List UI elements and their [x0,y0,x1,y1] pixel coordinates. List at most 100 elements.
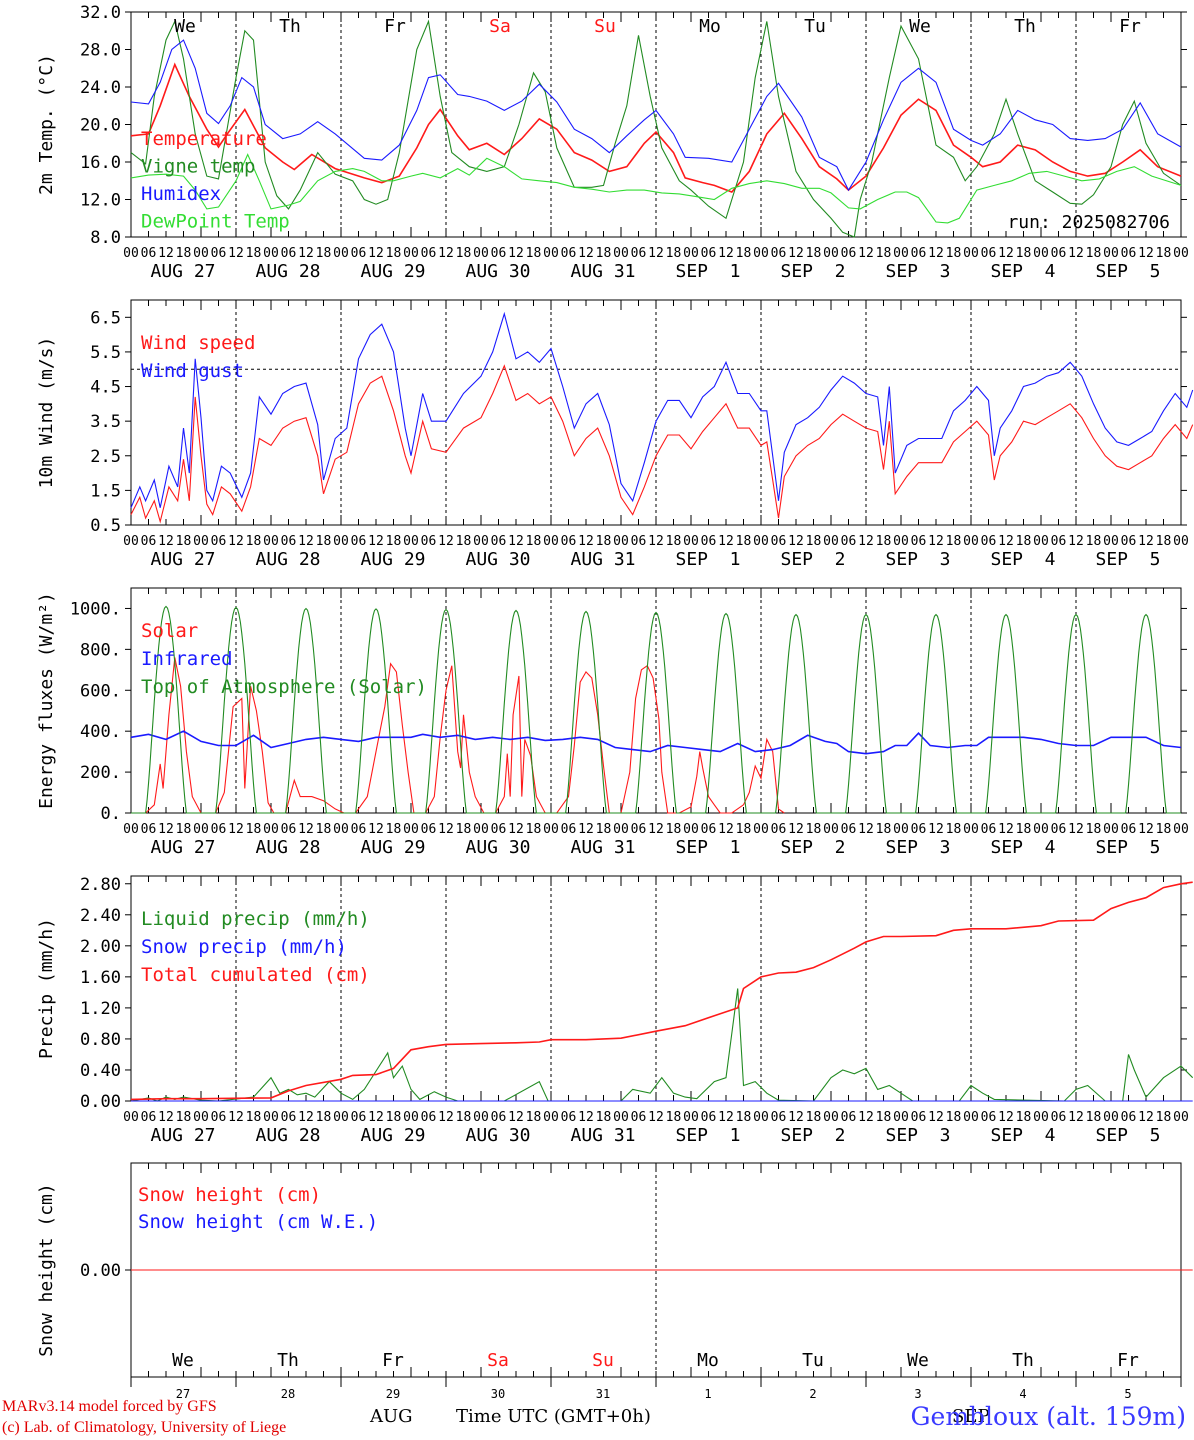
hour-tick-label: 00 [963,822,979,837]
hour-tick-label: 06 [981,534,997,549]
legend-entry: Wind gust [141,360,244,382]
weekday-label: Fr [1117,1350,1139,1371]
hour-tick-label: 18 [1156,246,1172,261]
series-line [130,311,1194,508]
hour-tick-label: 12 [298,1110,314,1125]
hour-tick-label: 06 [981,822,997,837]
hour-tick-label: 06 [701,1110,717,1125]
series-line [130,988,1194,1102]
series-line [130,881,1193,1101]
hour-tick-label: 06 [421,1110,437,1125]
hour-tick-label: 00 [333,246,349,261]
hour-tick-label: 18 [946,246,962,261]
month-label: AUG [370,1406,413,1427]
date-label: SEP 4 [990,261,1055,282]
hour-tick-label: 00 [683,1110,699,1125]
hour-tick-label: 00 [1173,246,1189,261]
hour-tick-label: 12 [228,534,244,549]
hour-tick-label: 12 [438,534,454,549]
weekday-label: Fr [1119,16,1141,37]
hour-tick-label: 12 [998,246,1014,261]
hour-tick-label: 06 [841,1110,857,1125]
weekday-label: Th [277,1350,299,1371]
hour-tick-label: 06 [1051,822,1067,837]
day-number-label: 31 [596,1387,610,1401]
hour-tick-label: 00 [473,1110,489,1125]
hour-tick-label: 00 [613,534,629,549]
weekday-label: We [907,1350,929,1371]
hour-tick-label: 12 [648,246,664,261]
date-label: AUG 30 [465,1125,530,1146]
hour-tick-label: 12 [858,534,874,549]
hour-tick-label: 18 [1156,1110,1172,1125]
series-line [130,39,1182,192]
y-tick-label: 2.5 [90,447,121,467]
hour-tick-label: 12 [788,534,804,549]
hour-tick-label: 12 [788,1110,804,1125]
y-tick-label: 8.0 [90,228,121,248]
hour-tick-label: 18 [1086,822,1102,837]
legend-entry: Wind speed [141,332,255,354]
hour-tick-label: 18 [806,246,822,261]
hour-tick-label: 00 [1033,1110,1049,1125]
next-month-label: SEP [952,1406,990,1427]
hour-tick-label: 12 [298,534,314,549]
date-label: AUG 31 [570,1125,635,1146]
hour-tick-label: 00 [753,246,769,261]
hour-tick-label: 18 [1016,822,1032,837]
y-tick-label: 24.0 [80,78,121,98]
hour-tick-label: 00 [543,1110,559,1125]
date-label: SEP 5 [1095,549,1160,570]
hour-tick-label: 12 [1068,246,1084,261]
hour-tick-label: 18 [176,822,192,837]
hour-tick-label: 00 [123,534,139,549]
hour-tick-label: 00 [473,534,489,549]
hour-tick-label: 00 [193,1110,209,1125]
y-tick-label: 3.5 [90,412,121,432]
date-label: SEP 3 [885,837,950,858]
hour-tick-label: 12 [158,822,174,837]
hour-tick-label: 06 [631,822,647,837]
legend-entry: Snow precip (mm/h) [141,936,347,958]
hour-tick-label: 18 [1016,534,1032,549]
hour-tick-label: 12 [298,246,314,261]
hour-tick-label: 00 [1103,822,1119,837]
hour-tick-label: 06 [771,822,787,837]
weekday-label: Su [592,1350,614,1371]
hour-tick-label: 06 [911,534,927,549]
weekday-label: We [174,16,196,37]
y-tick-label: 1.20 [80,999,121,1019]
date-label: SEP 3 [885,1125,950,1146]
hour-tick-label: 00 [473,822,489,837]
hour-tick-label: 18 [1086,534,1102,549]
legend-entry: Total cumulated (cm) [141,964,370,986]
date-label: SEP 2 [780,837,845,858]
hour-tick-label: 06 [281,1110,297,1125]
hour-tick-label: 18 [246,534,262,549]
hour-tick-label: 06 [211,822,227,837]
hour-tick-label: 06 [631,246,647,261]
hour-tick-label: 18 [456,1110,472,1125]
hour-tick-label: 12 [438,1110,454,1125]
hour-tick-label: 12 [928,822,944,837]
hour-tick-label: 18 [596,1110,612,1125]
hour-tick-label: 06 [491,246,507,261]
hour-tick-label: 00 [1033,246,1049,261]
y-tick-label: 28.0 [80,41,121,61]
hour-tick-label: 12 [228,1110,244,1125]
hour-tick-label: 18 [666,534,682,549]
hour-tick-label: 12 [858,1110,874,1125]
hour-tick-label: 06 [841,534,857,549]
day-number-label: 1 [704,1387,711,1401]
y-tick-label: 16.0 [80,153,121,173]
hour-tick-label: 12 [928,1110,944,1125]
hour-tick-label: 06 [211,534,227,549]
hour-tick-label: 00 [963,246,979,261]
hour-tick-label: 00 [683,246,699,261]
y-tick-label: 0. [101,804,121,824]
hour-tick-label: 00 [613,822,629,837]
day-number-label: 5 [1124,1387,1131,1401]
legend-entry: Humidex [141,183,221,205]
date-label: AUG 27 [150,261,215,282]
date-label: AUG 31 [570,261,635,282]
